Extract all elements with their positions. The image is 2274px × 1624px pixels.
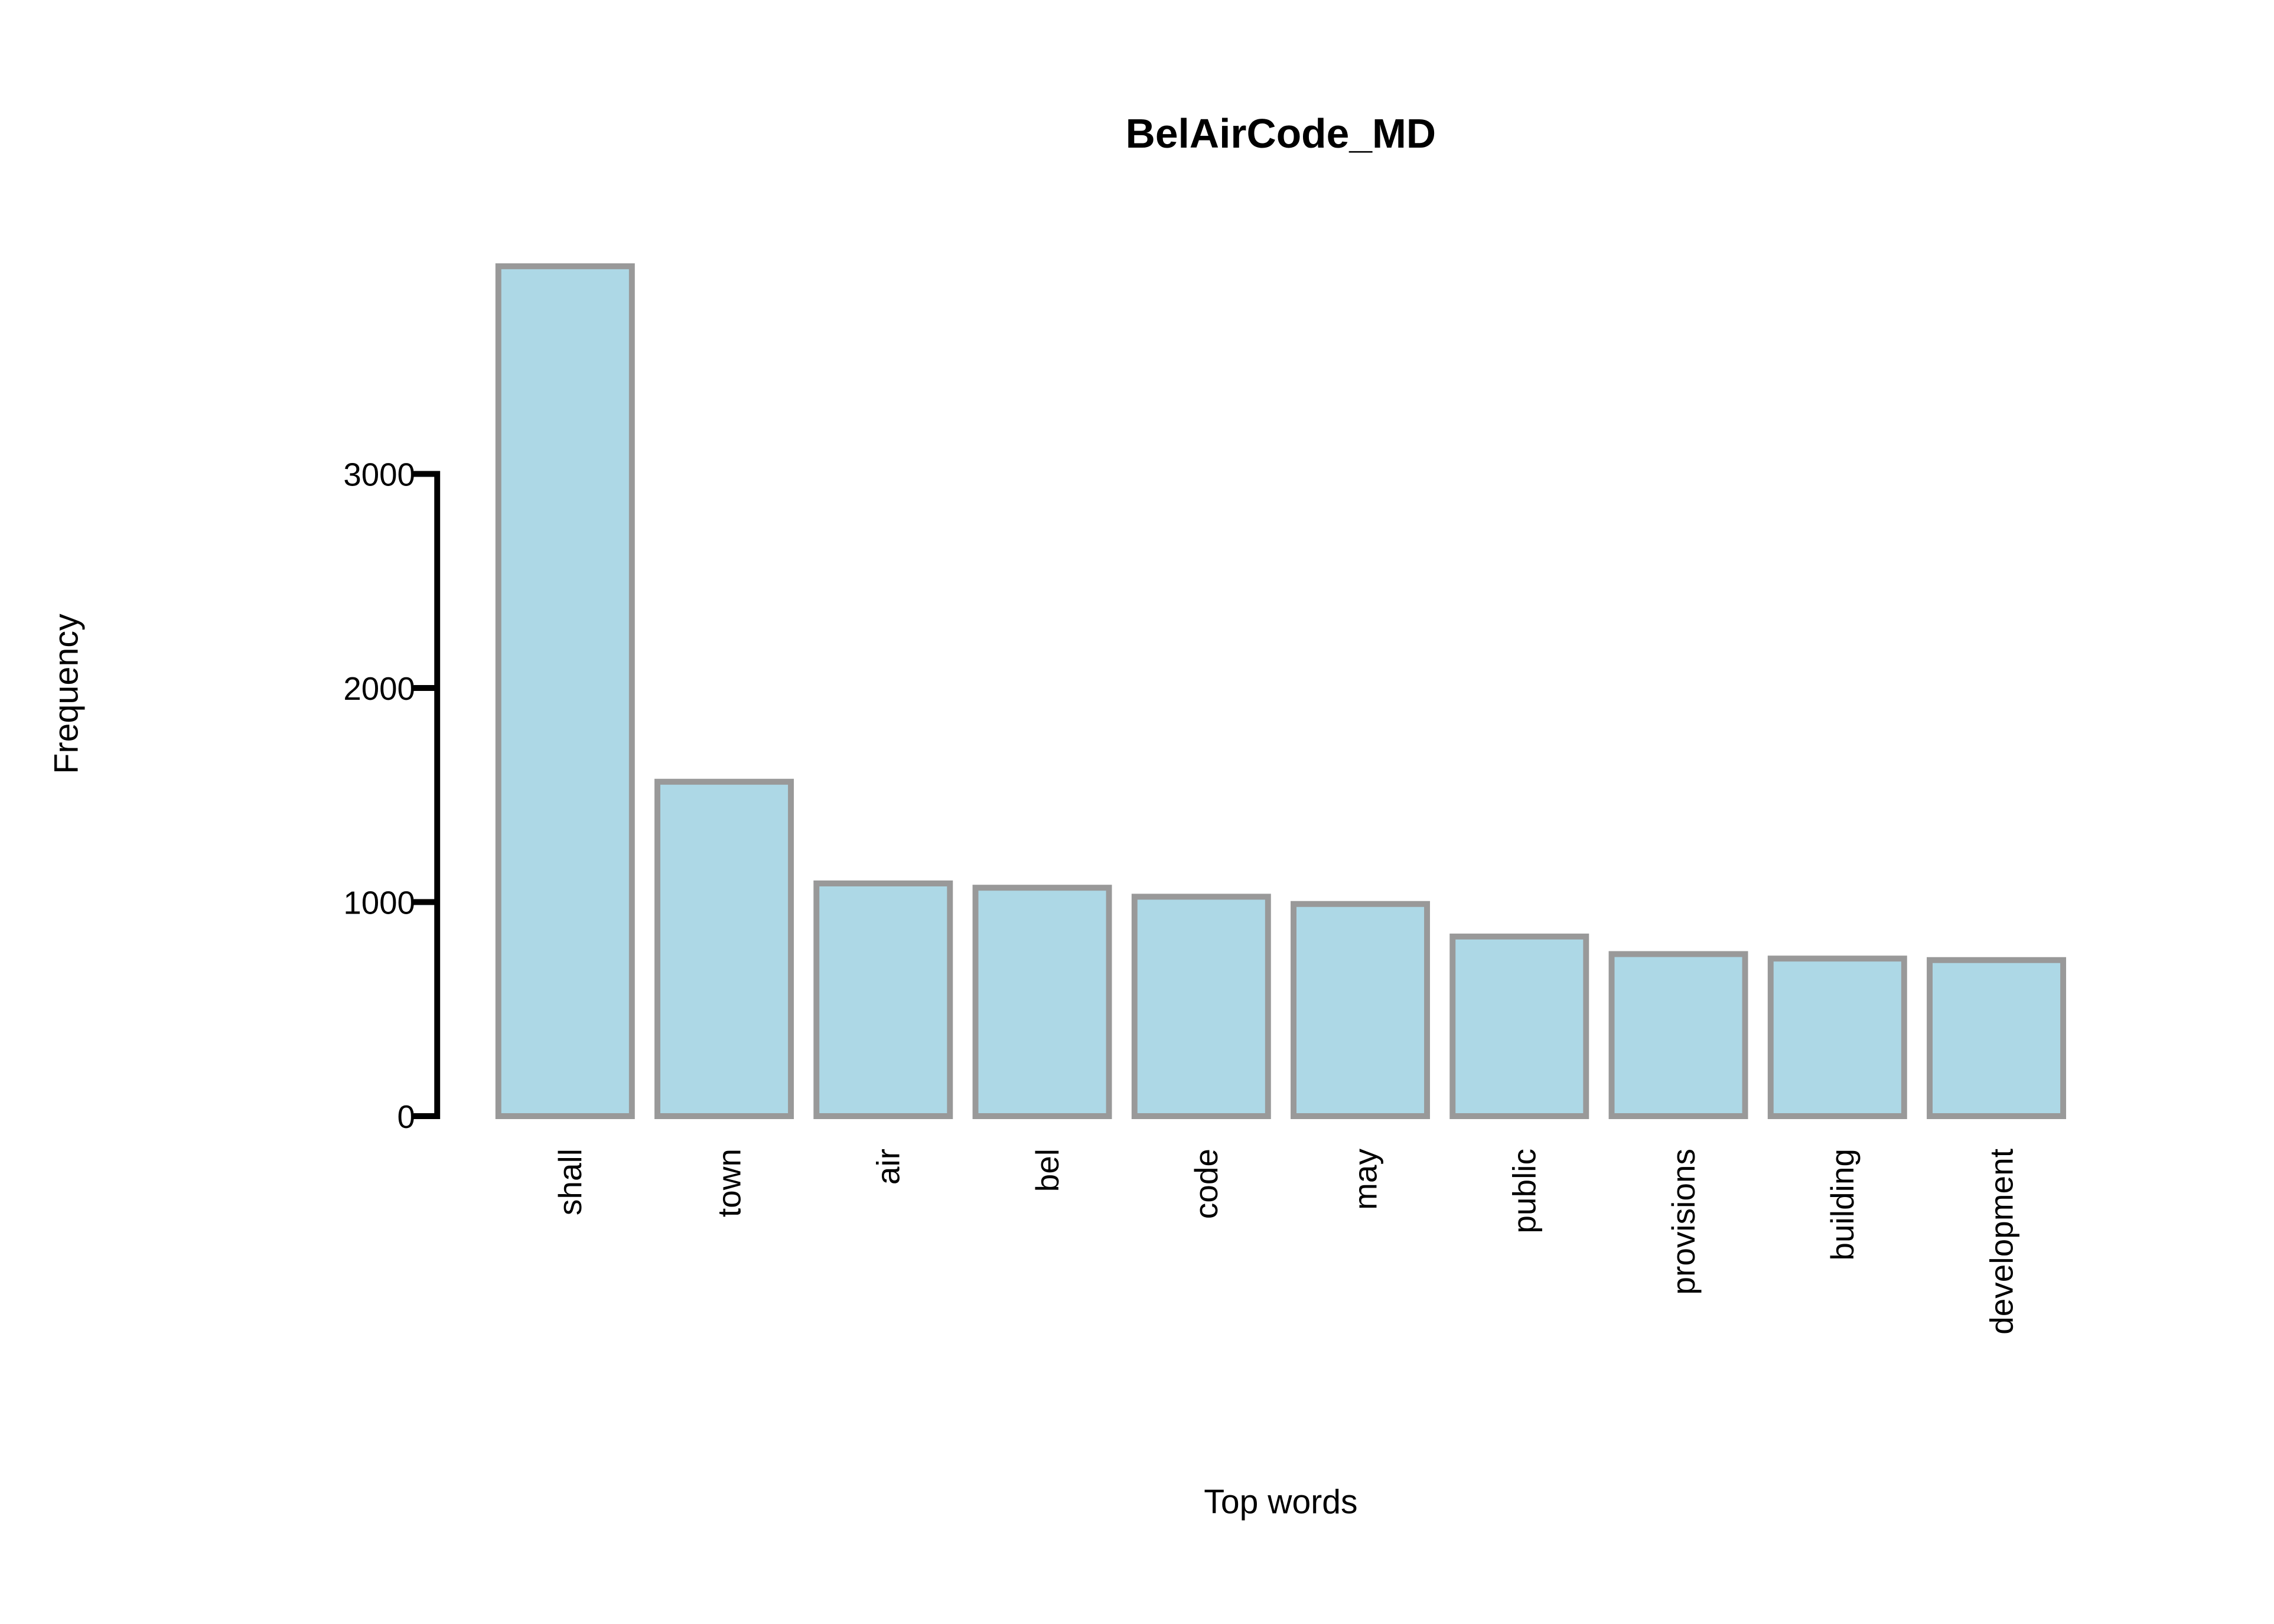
x-tick-label: development <box>1983 1149 2020 1335</box>
x-tick-label: may <box>1347 1148 1384 1209</box>
bar <box>972 885 1112 1119</box>
bar <box>1291 901 1431 1119</box>
bar <box>1927 957 2067 1119</box>
chart-title: BelAirCode_MD <box>1126 110 1436 156</box>
y-tick-label: 3000 <box>343 456 415 493</box>
x-tick-label: town <box>711 1149 748 1217</box>
bar <box>495 263 635 1120</box>
x-tick-label: provisions <box>1665 1149 1702 1295</box>
bar <box>654 778 794 1120</box>
x-tick-label: public <box>1506 1149 1543 1234</box>
y-tick-label: 0 <box>398 1098 415 1135</box>
x-tick-label: air <box>870 1149 907 1185</box>
y-axis-label: Frequency <box>48 614 86 774</box>
x-axis-label: Top words <box>1204 1483 1357 1521</box>
x-tick-label: bel <box>1029 1149 1066 1192</box>
y-tick-label: 2000 <box>343 670 415 707</box>
bar <box>813 880 953 1120</box>
bar <box>1131 893 1271 1119</box>
bar <box>1767 956 1907 1120</box>
bar <box>1449 933 1589 1119</box>
x-tick-label: shall <box>552 1149 588 1215</box>
y-tick-label: 1000 <box>343 884 415 921</box>
x-tick-label: code <box>1188 1149 1224 1219</box>
bar <box>1608 951 1748 1119</box>
x-tick-label: building <box>1824 1149 1861 1261</box>
